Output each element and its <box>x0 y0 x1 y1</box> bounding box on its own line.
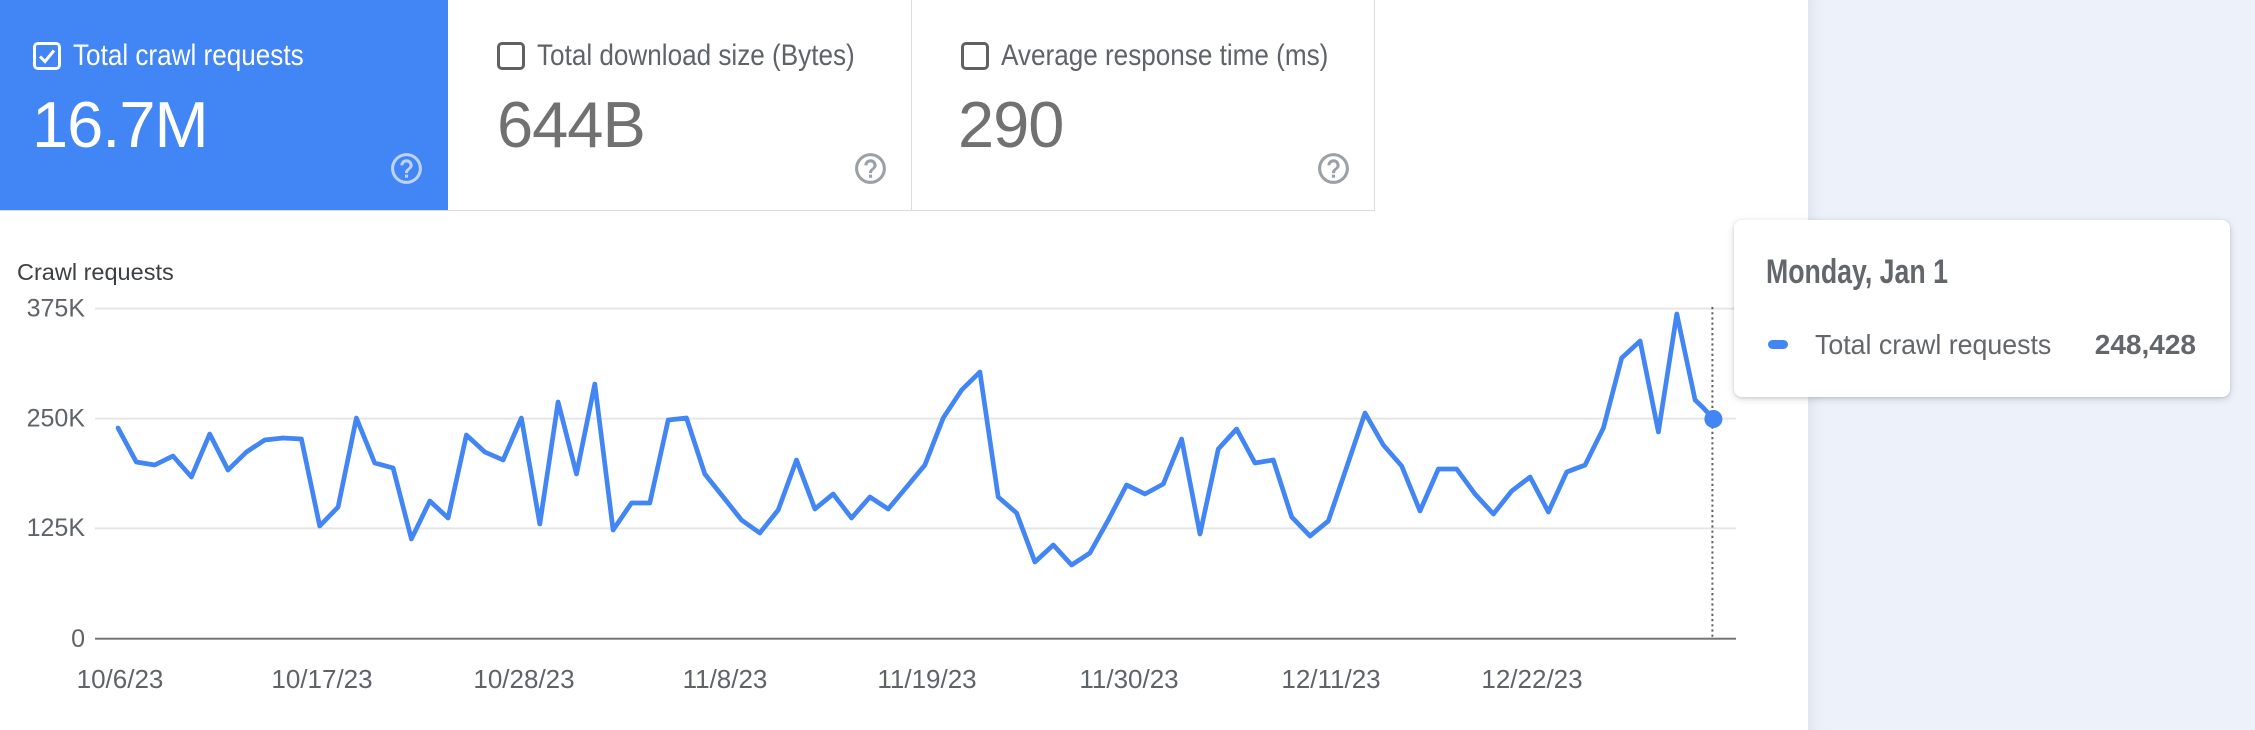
svg-text:12/22/23: 12/22/23 <box>1481 664 1582 694</box>
svg-text:10/17/23: 10/17/23 <box>271 664 372 694</box>
svg-text:10/6/23: 10/6/23 <box>77 664 164 694</box>
svg-text:11/8/23: 11/8/23 <box>683 664 768 694</box>
svg-text:11/19/23: 11/19/23 <box>877 664 976 694</box>
svg-text:375K: 375K <box>27 295 86 323</box>
svg-text:125K: 125K <box>27 514 86 542</box>
svg-text:11/30/23: 11/30/23 <box>1079 664 1178 694</box>
svg-text:0: 0 <box>71 625 85 653</box>
svg-text:10/28/23: 10/28/23 <box>473 664 574 694</box>
svg-text:12/11/23: 12/11/23 <box>1281 664 1380 694</box>
svg-text:250K: 250K <box>27 405 86 433</box>
